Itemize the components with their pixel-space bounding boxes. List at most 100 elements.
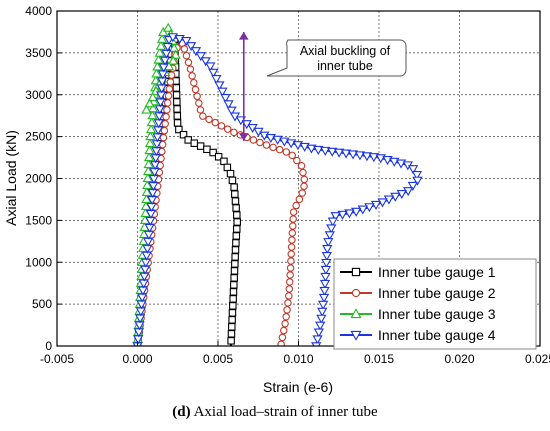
series-2-point — [199, 112, 207, 120]
series-2-point — [180, 45, 189, 53]
series-2-point — [295, 195, 304, 204]
series-4-point — [344, 209, 355, 219]
series-1-point — [232, 204, 240, 212]
series-4-point — [396, 189, 407, 200]
series-1-point — [229, 288, 238, 296]
series-4-point — [321, 251, 332, 262]
series-4-point — [333, 148, 345, 158]
series-1-point — [173, 105, 181, 113]
series-4-point — [220, 93, 231, 104]
series-1-point — [230, 267, 239, 275]
series-1-point — [220, 157, 228, 166]
series-4-point — [320, 272, 331, 282]
series-4-point — [330, 212, 341, 222]
series-1-point — [231, 197, 240, 205]
series-1-point — [231, 253, 239, 261]
series-4-point — [226, 106, 237, 116]
series-1-point — [196, 142, 205, 150]
series-2-point — [211, 118, 219, 127]
annotation-line-1: Axial buckling of — [300, 44, 391, 58]
series-1-point — [233, 225, 241, 233]
series-1-point — [223, 163, 232, 172]
series-2-point — [275, 145, 284, 154]
series-4-point — [368, 153, 379, 163]
y-tick-label: 2500 — [25, 130, 52, 144]
series-4-point — [411, 171, 423, 181]
series-2-point — [278, 333, 287, 342]
series-2-point — [289, 222, 297, 230]
series-2-point — [285, 285, 294, 293]
series-1-point — [209, 148, 217, 157]
legend: Inner tube gauge 1 Inner tube gauge 2 Inne… — [333, 258, 537, 350]
series-4-point — [158, 63, 169, 73]
series-1-point — [231, 190, 239, 198]
series-2-point — [292, 201, 300, 210]
legend-label-2: Inner tube gauge 2 — [378, 285, 496, 301]
series-4-point — [321, 258, 332, 269]
series-2-point — [281, 319, 289, 328]
series-2-point — [288, 236, 296, 244]
legend-label-4: Inner tube gauge 4 — [378, 327, 496, 343]
series-1-point — [231, 246, 240, 254]
series-4-point — [324, 231, 335, 241]
series-3-point — [144, 138, 156, 148]
series-2-point — [196, 106, 205, 114]
legend-marker-3 — [350, 308, 362, 319]
series-2-point — [243, 133, 251, 142]
legend-label-3: Inner tube gauge 3 — [378, 306, 496, 322]
y-tick-label: 4000 — [25, 4, 52, 18]
annotation-callout: Axial buckling of inner tube — [238, 31, 407, 141]
legend-marker-2 — [351, 288, 361, 298]
legend-box — [333, 258, 537, 350]
series-2-point — [190, 78, 198, 87]
series-2-point — [184, 58, 193, 67]
series-2-point — [269, 143, 277, 152]
series-4-point — [162, 42, 173, 52]
series-2-point — [297, 161, 306, 170]
series-1-point — [179, 130, 188, 139]
legend-marker-1 — [351, 267, 361, 277]
series-2-point — [164, 92, 173, 100]
series-4-point — [208, 68, 219, 78]
series-2-point — [299, 168, 307, 177]
series-4-point — [319, 286, 330, 296]
series-4-point — [211, 75, 222, 85]
series-4-point — [318, 293, 330, 303]
series-4-point — [326, 224, 337, 234]
series-2-point — [293, 156, 301, 165]
tick-labels: -0.005 0.000 0.005 0.010 0.015 0.020 0.025 0 500… — [25, 4, 550, 366]
series-4-point — [317, 307, 328, 317]
series-2-point — [284, 299, 292, 307]
series-4-point — [320, 146, 331, 156]
series-2-point — [286, 271, 294, 279]
series-layer — [132, 22, 423, 346]
x-tick-label: 0.025 — [525, 352, 550, 366]
series-1-point — [228, 309, 237, 317]
series-1-point — [228, 316, 236, 324]
series-2-point — [163, 99, 172, 107]
series-4-point — [313, 145, 324, 155]
series-2-point — [159, 133, 168, 142]
series-2-point — [262, 141, 271, 149]
series-4-point — [354, 151, 366, 161]
series-4-point — [327, 147, 338, 157]
series-3-point — [141, 104, 152, 114]
series-4-point — [185, 42, 197, 52]
series-4-point — [407, 181, 418, 191]
series-2-point — [288, 151, 296, 160]
series-2-point — [280, 326, 288, 335]
series-2-point — [282, 313, 290, 321]
series-2-point — [300, 182, 308, 191]
series-4-point — [317, 300, 329, 310]
series-2-point — [285, 292, 293, 300]
series-2-point — [186, 65, 195, 73]
series-1-point — [228, 323, 236, 331]
series-4-point — [377, 198, 388, 208]
series-3-point — [142, 179, 153, 190]
series-4-point — [217, 87, 228, 97]
series-4-point — [223, 100, 234, 110]
series-3-point — [147, 110, 158, 120]
series-1-point — [230, 274, 238, 282]
series-2-point — [166, 78, 175, 86]
series-3-point — [156, 33, 168, 43]
